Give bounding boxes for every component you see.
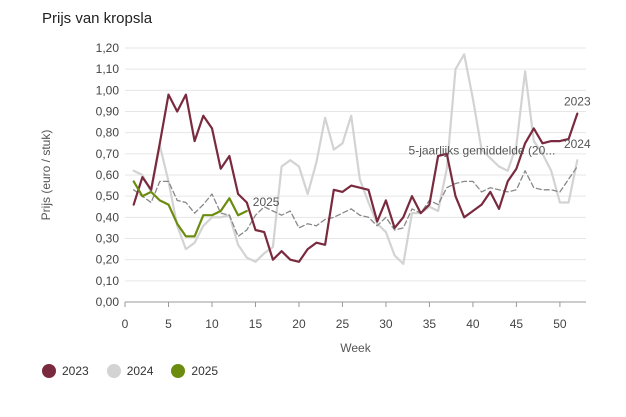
legend-item-2023[interactable]: 2023 xyxy=(42,364,89,378)
legend-label-2024: 2024 xyxy=(126,364,154,378)
y-tick-label: 0,40 xyxy=(96,210,120,224)
x-tick-label: 5 xyxy=(165,317,172,331)
x-tick-label: 20 xyxy=(292,317,306,331)
legend-item-2024[interactable]: 2024 xyxy=(106,364,154,378)
legend-label-2023: 2023 xyxy=(62,364,89,378)
y-tick-label: 0,30 xyxy=(96,232,120,246)
x-tick-label: 25 xyxy=(336,317,350,331)
chart-title: Prijs van kropsla xyxy=(42,10,153,27)
y-tick-label: 0,10 xyxy=(96,274,120,288)
y-tick-label: 0,70 xyxy=(96,147,120,161)
x-tick-label: 45 xyxy=(510,317,524,331)
y-tick-label: 0,80 xyxy=(96,126,120,140)
legend-item-2025[interactable]: 2025 xyxy=(171,364,218,378)
series-line-2024 xyxy=(132,53,579,265)
end-label-average: 5-jaarlijks gemiddelde (20... xyxy=(409,144,556,158)
x-tick-label: 30 xyxy=(379,317,393,331)
end-label-2023: 2023 xyxy=(564,95,591,109)
end-label-2024: 2024 xyxy=(564,137,591,151)
series-line-2023 xyxy=(132,93,579,263)
legend-label-2025: 2025 xyxy=(191,364,219,378)
x-tick-label: 15 xyxy=(249,317,263,331)
y-tick-label: 0,00 xyxy=(96,295,120,309)
x-tick-label: 40 xyxy=(466,317,480,331)
y-tick-label: 0,60 xyxy=(96,168,120,182)
y-tick-label: 1,20 xyxy=(96,41,120,55)
legend-swatch-2024 xyxy=(106,364,121,378)
x-tick-label: 0 xyxy=(122,317,129,331)
y-tick-label: 1,00 xyxy=(96,83,120,97)
y-axis-label: Prijs (euro / stuk) xyxy=(39,130,53,221)
y-tick-label: 0,50 xyxy=(96,189,120,203)
x-axis-label: Week xyxy=(340,341,371,355)
y-tick-label: 0,90 xyxy=(96,105,120,119)
legend-swatch-2025 xyxy=(171,364,186,378)
end-label-2025: 2025 xyxy=(253,195,280,209)
legend: 2023 2024 2025 xyxy=(42,364,218,378)
x-tick-label: 10 xyxy=(205,317,219,331)
series-line-average xyxy=(133,165,578,238)
series-line-2025 xyxy=(132,180,248,238)
x-tick-label: 50 xyxy=(553,317,567,331)
y-tick-label: 1,10 xyxy=(96,62,120,76)
y-tick-label: 0,20 xyxy=(96,253,120,267)
legend-swatch-2023 xyxy=(42,364,56,378)
x-tick-label: 35 xyxy=(423,317,437,331)
